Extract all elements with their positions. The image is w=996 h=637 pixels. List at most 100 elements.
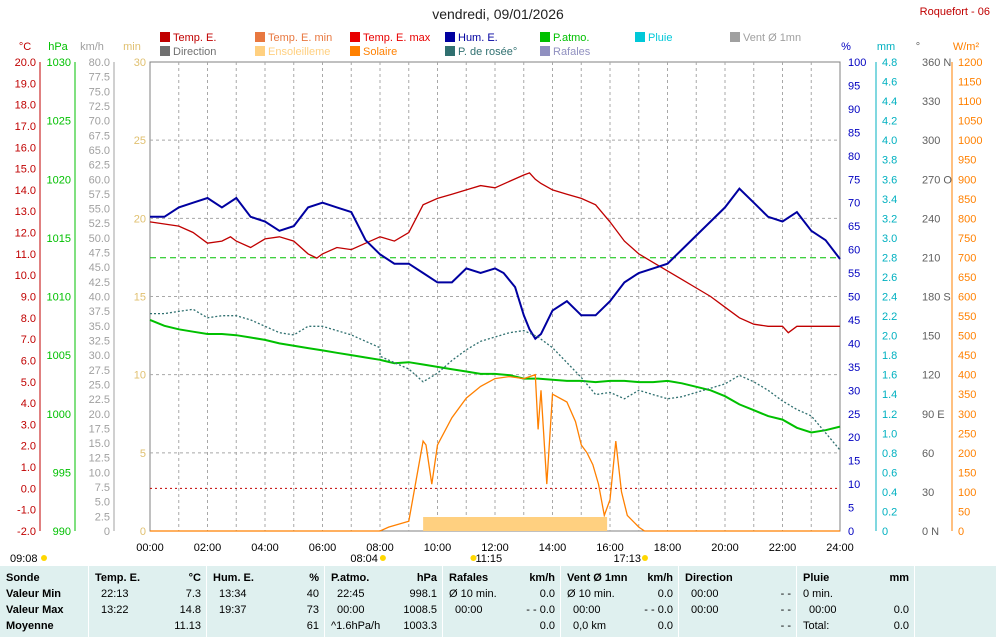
wind-axis-tick-label: 80.0 bbox=[89, 57, 110, 69]
humidity-axis-tick-label: 5 bbox=[848, 503, 854, 515]
legend-label: Ensoleilleme bbox=[268, 46, 331, 58]
header-rafales: Rafales bbox=[449, 572, 489, 584]
legend-swatch bbox=[445, 32, 455, 42]
dir-max-time: 00:00 bbox=[691, 604, 719, 616]
pluie-max-time: 00:00 bbox=[809, 604, 837, 616]
header-temp: Temp. E. bbox=[95, 572, 141, 584]
legend-label: Direction bbox=[173, 46, 217, 58]
wind-axis-tick-label: 60.0 bbox=[89, 174, 110, 186]
time-tick-label: 20:00 bbox=[711, 542, 739, 554]
col-hum: Hum. E.% 13:34 40 19:37 73 61 bbox=[206, 566, 325, 637]
press-min-time: 22:45 bbox=[337, 588, 365, 600]
hum-min-value: 40 bbox=[306, 588, 319, 600]
temp-axis-tick-label: 14.0 bbox=[15, 185, 36, 197]
temp-axis-tick-label: 18.0 bbox=[15, 100, 36, 112]
minutes-axis-tick-label: 15 bbox=[134, 292, 146, 304]
solar-axis-tick-label: 150 bbox=[958, 467, 976, 479]
legend-item: P.atmo. bbox=[540, 32, 590, 45]
humidity-axis-tick-label: 70 bbox=[848, 198, 860, 210]
solar-axis-tick-label: 900 bbox=[958, 174, 976, 186]
humidity-axis-tick-label: 30 bbox=[848, 385, 860, 397]
temp-axis-tick-label: 16.0 bbox=[15, 142, 36, 154]
humidity-axis-tick-label: 90 bbox=[848, 104, 860, 116]
pressure-axis-tick-label: 1025 bbox=[47, 116, 71, 128]
legend-swatch bbox=[350, 46, 360, 56]
solar-axis-tick-label: 50 bbox=[958, 506, 970, 518]
solar-axis-tick-label: 1100 bbox=[958, 96, 982, 108]
time-tick-label: 02:00 bbox=[194, 542, 222, 554]
minutes-axis-tick-label: 0 bbox=[140, 526, 146, 538]
solar-axis-tick-label: 750 bbox=[958, 233, 976, 245]
temp-axis-tick-label: 0.0 bbox=[21, 483, 36, 495]
pluie-total-label: Total: bbox=[803, 620, 830, 632]
rain-axis-unit-label: mm bbox=[877, 41, 895, 53]
minutes-axis-tick-label: 30 bbox=[134, 57, 146, 69]
legend-swatch bbox=[160, 32, 170, 42]
pressure-axis-tick-label: 1015 bbox=[47, 233, 71, 245]
col-direction: Direction 00:00 - - 00:00 - - - - bbox=[678, 566, 797, 637]
solar-axis-tick-label: 400 bbox=[958, 370, 976, 382]
row-label-min: Valeur Min bbox=[6, 588, 62, 600]
dir-max-value: - - bbox=[780, 604, 791, 616]
pluie-total-value: 0.0 bbox=[893, 620, 909, 632]
wind-axis-tick-label: 32.5 bbox=[89, 335, 110, 347]
vent-min-label: Ø 10 min. bbox=[567, 588, 615, 600]
page-title: vendredi, 09/01/2026 bbox=[432, 6, 564, 22]
humidity-axis-tick-label: 20 bbox=[848, 432, 860, 444]
humidity-axis-tick-label: 50 bbox=[848, 292, 860, 304]
header-press: P.atmo. bbox=[331, 572, 370, 584]
wind-axis-tick-label: 65.0 bbox=[89, 145, 110, 157]
wind-axis-tick-label: 52.5 bbox=[89, 218, 110, 230]
rain-axis-tick-label: 0.8 bbox=[882, 448, 897, 460]
solar-axis-tick-label: 700 bbox=[958, 252, 976, 264]
legend-swatch bbox=[255, 32, 265, 42]
rain-axis-tick-label: 1.8 bbox=[882, 350, 897, 362]
direction-axis-tick-label: 360 N bbox=[922, 57, 951, 69]
wind-axis-tick-label: 62.5 bbox=[89, 160, 110, 172]
legend-label: Solaire bbox=[363, 46, 398, 58]
minutes-axis-tick-label: 25 bbox=[134, 135, 146, 147]
direction-axis-tick-label: 270 O bbox=[922, 174, 952, 186]
wind-axis-tick-label: 42.5 bbox=[89, 277, 110, 289]
temp-axis-tick-label: 12.0 bbox=[15, 228, 36, 240]
wind-axis-tick-label: 5.0 bbox=[95, 497, 110, 509]
rain-axis-tick-label: 3.2 bbox=[882, 213, 897, 225]
hum-avg-value: 61 bbox=[306, 620, 319, 632]
rain-axis-tick-label: 2.4 bbox=[882, 292, 897, 304]
pressure-axis-tick-label: 1030 bbox=[47, 57, 71, 69]
header-vent: Vent Ø 1mn bbox=[567, 572, 628, 584]
legend-swatch bbox=[160, 46, 170, 56]
header-vent-unit: km/h bbox=[647, 572, 673, 584]
legend-swatch bbox=[635, 32, 645, 42]
solar-axis-tick-label: 850 bbox=[958, 194, 976, 206]
time-tick-label: 10:00 bbox=[424, 542, 452, 554]
solar-axis-tick-label: 1000 bbox=[958, 135, 982, 147]
humidity-axis-tick-label: 55 bbox=[848, 268, 860, 280]
pluie-duration: 0 min. bbox=[803, 588, 833, 600]
minutes-axis-tick-label: 20 bbox=[134, 213, 146, 225]
dir-min-value: - - bbox=[780, 588, 791, 600]
wind-axis-tick-label: 10.0 bbox=[89, 467, 110, 479]
temp-max-value: 14.8 bbox=[179, 604, 201, 616]
pressure-axis-tick-label: 1010 bbox=[47, 292, 71, 304]
temp-axis-tick-label: 1.0 bbox=[21, 462, 36, 474]
series-line-hum-e- bbox=[150, 187, 841, 341]
moon-icon bbox=[41, 555, 47, 561]
legend-label: Rafales bbox=[553, 46, 591, 58]
legend-item: Direction bbox=[160, 46, 216, 59]
weather-chart: 20.0 19.0 18.0 17.0 16.0 15.0 14.0 13.0 12.0 11.0… bbox=[10, 41, 982, 565]
temp-axis-tick-label: 3.0 bbox=[21, 419, 36, 431]
rafales-max-value: - - 0.0 bbox=[526, 604, 555, 616]
rain-axis-tick-label: 3.6 bbox=[882, 174, 897, 186]
direction-axis-unit-label: ° bbox=[916, 41, 920, 53]
direction-axis-tick-label: 300 bbox=[922, 135, 940, 147]
header-press-unit: hPa bbox=[416, 572, 437, 584]
header-pluie: Pluie bbox=[803, 572, 830, 584]
wind-axis-tick-label: 40.0 bbox=[89, 292, 110, 304]
solar-axis-tick-label: 0 bbox=[958, 526, 964, 538]
temp-axis-tick-label: 15.0 bbox=[15, 164, 36, 176]
header-hum-unit: % bbox=[309, 572, 319, 584]
rain-axis-tick-label: 0.4 bbox=[882, 487, 897, 499]
solar-axis-tick-label: 550 bbox=[958, 311, 976, 323]
time-tick-label: 16:00 bbox=[596, 542, 624, 554]
